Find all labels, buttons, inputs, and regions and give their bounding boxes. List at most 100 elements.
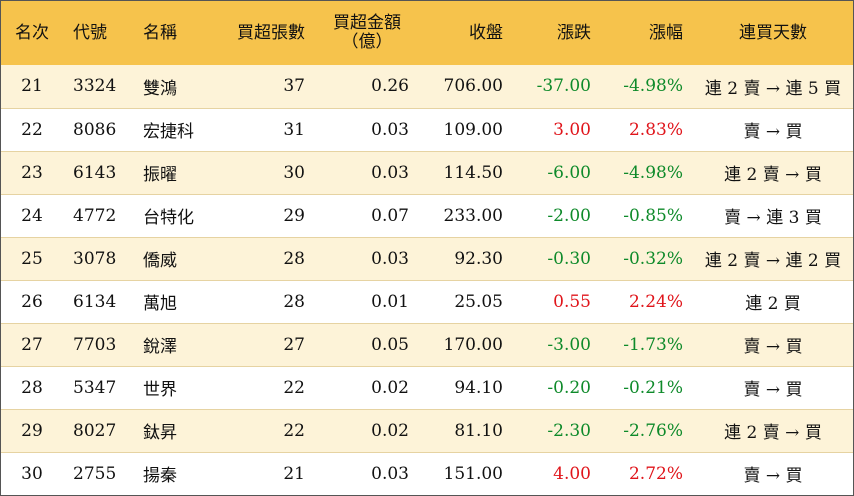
net-buy-amount-cell: 0.02 [315, 408, 419, 452]
streak-cell: 賣 → 連 3 買 [693, 193, 853, 237]
change-pct-cell: -0.32% [601, 236, 693, 280]
change-cell: -3.00 [513, 322, 601, 366]
close-price-cell: 92.30 [419, 236, 513, 280]
close-price-cell: 81.10 [419, 408, 513, 452]
table-row: 29 8027 鈦昇 22 0.02 81.10 -2.30 -2.76% 連 2 賣 → 買 [1, 408, 853, 452]
close-price-cell: 151.00 [419, 451, 513, 495]
header-net-buy-amount-line1: 買超金額 [333, 13, 401, 33]
close-price-cell: 25.05 [419, 279, 513, 323]
change-pct-cell: -0.85% [601, 193, 693, 237]
streak-cell: 連 2 賣 → 連 2 買 [693, 236, 853, 280]
streak-cell: 連 2 賣 → 買 [693, 408, 853, 452]
net-buy-lots-cell: 22 [223, 365, 315, 409]
table-row: 23 6143 振曜 30 0.03 114.50 -6.00 -4.98% 連 2 賣 → 買 [1, 150, 853, 194]
rank-cell: 30 [1, 451, 63, 495]
name-cell: 振曜 [133, 150, 223, 194]
name-cell: 宏捷科 [133, 107, 223, 151]
table-row: 28 5347 世界 22 0.02 94.10 -0.20 -0.21% 賣 → 買 [1, 365, 853, 409]
net-buy-lots-cell: 31 [223, 107, 315, 151]
streak-cell: 賣 → 買 [693, 365, 853, 409]
net-buy-amount-cell: 0.01 [315, 279, 419, 323]
rank-cell: 26 [1, 279, 63, 323]
header-row: 名次 代號 名稱 買超張數 買超金額 （億） 收盤 漲跌 漲幅 連買天數 [1, 1, 853, 65]
change-pct-cell: -4.98% [623, 76, 683, 97]
close-price-cell: 233.00 [419, 193, 513, 237]
change-pct-cell: 2.72% [601, 451, 693, 495]
code-cell: 3078 [63, 236, 133, 280]
streak-cell: 連 2 買 [693, 279, 853, 323]
table-row: 22 8086 宏捷科 31 0.03 109.00 3.00 2.83% 賣 → 買 [1, 107, 853, 151]
net-buy-lots-cell: 37 [283, 76, 305, 97]
code-cell: 6143 [63, 150, 133, 194]
code-cell: 7703 [63, 322, 133, 366]
rank-cell: 25 [1, 236, 63, 280]
change-cell: 4.00 [513, 451, 601, 495]
rank-cell: 22 [1, 107, 63, 151]
code-cell: 4772 [63, 193, 133, 237]
change-pct-cell: 2.83% [601, 107, 693, 151]
header-name: 名稱 [143, 22, 177, 43]
header-change-pct: 漲幅 [649, 22, 683, 43]
rank-cell: 27 [1, 322, 63, 366]
header-net-buy-amount-line2: （億） [341, 32, 393, 52]
change-pct-cell: -2.76% [601, 408, 693, 452]
close-price-cell: 170.00 [419, 322, 513, 366]
code-cell: 6134 [63, 279, 133, 323]
net-buy-lots-cell: 28 [223, 279, 315, 323]
change-cell: -2.00 [513, 193, 601, 237]
change-cell: -0.20 [513, 365, 601, 409]
table-row: 27 7703 銳澤 27 0.05 170.00 -3.00 -1.73% 賣 → 買 [1, 322, 853, 366]
rank-cell: 24 [1, 193, 63, 237]
header-close: 收盤 [469, 22, 503, 43]
streak-cell: 連 2 賣 → 買 [693, 150, 853, 194]
header-code: 代號 [73, 22, 107, 43]
streak-cell: 賣 → 買 [693, 451, 853, 495]
change-cell: -6.00 [513, 150, 601, 194]
code-cell: 3324 [73, 76, 117, 97]
net-buy-lots-cell: 21 [223, 451, 315, 495]
net-buy-lots-cell: 28 [223, 236, 315, 280]
net-buy-amount-cell: 0.03 [315, 236, 419, 280]
net-buy-lots-cell: 27 [223, 322, 315, 366]
table-row: 26 6134 萬旭 28 0.01 25.05 0.55 2.24% 連 2 買 [1, 279, 853, 323]
streak-cell: 賣 → 買 [693, 107, 853, 151]
streak-cell: 賣 → 買 [693, 322, 853, 366]
name-cell: 鈦昇 [133, 408, 223, 452]
net-buy-amount-cell: 0.07 [315, 193, 419, 237]
table-row: 30 2755 揚秦 21 0.03 151.00 4.00 2.72% 賣 → 買 [1, 451, 853, 495]
name-cell: 僑威 [133, 236, 223, 280]
name-cell: 銳澤 [133, 322, 223, 366]
close-price-cell: 706.00 [443, 76, 503, 97]
code-cell: 8027 [63, 408, 133, 452]
change-pct-cell: 2.24% [601, 279, 693, 323]
table-row: 24 4772 台特化 29 0.07 233.00 -2.00 -0.85% 賣 → 連 3 … [1, 193, 853, 237]
close-price-cell: 109.00 [419, 107, 513, 151]
change-cell: -0.30 [513, 236, 601, 280]
rank-cell: 21 [21, 76, 43, 97]
rank-cell: 23 [1, 150, 63, 194]
net-buy-amount-cell: 0.03 [315, 451, 419, 495]
table-row: 25 3078 僑威 28 0.03 92.30 -0.30 -0.32% 連 2 賣 → 連 … [1, 236, 853, 280]
change-pct-cell: -4.98% [601, 150, 693, 194]
code-cell: 8086 [63, 107, 133, 151]
change-pct-cell: -1.73% [601, 322, 693, 366]
name-cell: 萬旭 [133, 279, 223, 323]
code-cell: 2755 [63, 451, 133, 495]
net-buy-lots-cell: 29 [223, 193, 315, 237]
change-cell: -2.30 [513, 408, 601, 452]
name-cell: 世界 [133, 365, 223, 409]
name-cell: 雙鴻 [143, 78, 177, 99]
header-change: 漲跌 [557, 22, 591, 43]
change-pct-cell: -0.21% [601, 365, 693, 409]
table-row: 21 3324 雙鴻 37 0.26 706.00 -37.00 -4.98% 連 2 賣 → … [1, 65, 853, 108]
header-net-buy-amount: 買超金額 （億） [315, 1, 419, 65]
change-cell: 3.00 [513, 107, 601, 151]
net-buy-amount-cell: 0.02 [315, 365, 419, 409]
header-streak: 連買天數 [739, 22, 807, 43]
close-price-cell: 114.50 [419, 150, 513, 194]
name-cell: 台特化 [133, 193, 223, 237]
header-rank: 名次 [15, 22, 49, 43]
net-buy-lots-cell: 30 [223, 150, 315, 194]
